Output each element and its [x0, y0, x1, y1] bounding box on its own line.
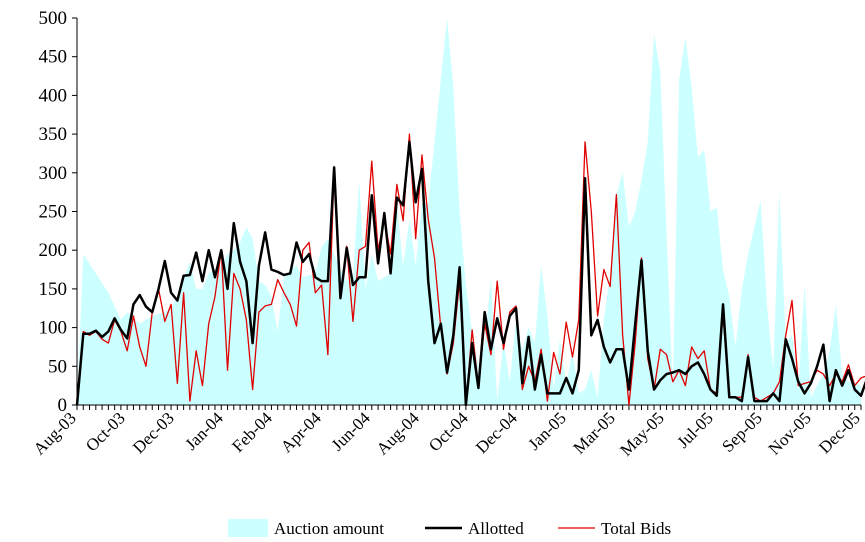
- x-tick-label: Jan-05: [524, 408, 569, 453]
- y-tick-label: 100: [39, 318, 68, 339]
- y-tick-label: 0: [58, 395, 68, 416]
- y-tick-labels: 0 50 100 150 200 250 300 350 400 450 500: [39, 8, 68, 416]
- x-tick-label: Feb-04: [228, 408, 276, 456]
- legend-label-allotted: Allotted: [468, 519, 524, 538]
- y-tick-label: 250: [39, 202, 68, 223]
- y-tick-label: 500: [39, 8, 68, 29]
- legend: Auction amount Allotted Total Bids: [228, 519, 671, 538]
- x-tick-label: Mar-05: [570, 408, 619, 457]
- legend-label-total-bids: Total Bids: [601, 519, 671, 538]
- x-tick-label: Sep-05: [718, 408, 765, 455]
- x-tick-label: Jul-05: [673, 408, 716, 451]
- x-tick-label: Oct-04: [425, 408, 472, 455]
- x-tick-label: Dec-05: [815, 408, 864, 457]
- x-tick-label: Aug-04: [373, 408, 424, 459]
- axes: [72, 17, 862, 410]
- y-tick-label: 200: [39, 240, 68, 261]
- x-tick-label: Aug-03: [30, 408, 80, 458]
- legend-label-auction-amount: Auction amount: [274, 519, 384, 538]
- y-tick-label: 400: [39, 85, 68, 106]
- x-tick-label: Jun-04: [328, 408, 375, 455]
- x-tick-label: Dec-04: [472, 408, 521, 457]
- x-tick-label: Nov-05: [765, 408, 815, 458]
- y-tick-label: 50: [48, 356, 67, 377]
- y-tick-label: 300: [39, 163, 68, 184]
- y-tick-label: 350: [39, 124, 68, 145]
- series-lines: [75, 133, 865, 407]
- x-tick-label: Oct-03: [82, 408, 129, 455]
- x-tick-label: May-05: [616, 408, 667, 459]
- y-tick-label: 150: [39, 279, 68, 300]
- y-tick-label: 450: [39, 47, 68, 68]
- x-tick-label: Apr-04: [277, 408, 325, 456]
- x-tick-labels: Aug-03 Oct-03 Dec-03 Jan-04 Feb-04 Apr-04 Jun-…: [30, 408, 864, 460]
- auction-amount-area-layer: [77, 18, 861, 405]
- series-line-allotted: [75, 140, 865, 407]
- x-tick-label: Jan-04: [181, 408, 227, 454]
- series-area-auction-amount: [77, 18, 861, 405]
- legend-swatch-auction-amount: [228, 519, 268, 537]
- x-tick-label: Dec-03: [129, 408, 178, 457]
